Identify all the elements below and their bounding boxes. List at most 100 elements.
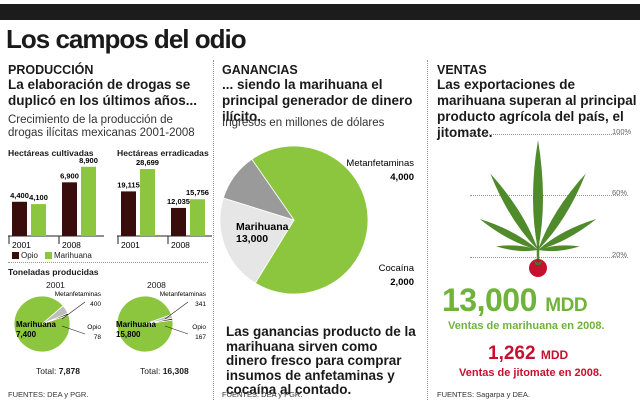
pie-2001-year: 2001 [46, 280, 65, 290]
bar-value-label: 28,699 [136, 158, 159, 167]
bar-value-label: 8,900 [79, 158, 98, 165]
ventas-lead: Las exportaciones de marihuana superan a… [437, 77, 637, 140]
opio-leader-line [61, 325, 86, 335]
cultivadas-chart-title: Hectáreas cultivadas [8, 148, 94, 158]
legend-label-opio: Opio [21, 251, 38, 260]
bar-opio-2008 [62, 182, 77, 236]
erradicadas-chart-title: Hectáreas erradicadas [117, 148, 209, 158]
leaflet [538, 245, 580, 252]
pie-2001-total: Total: 7,878 [36, 366, 80, 376]
pie-2001-meth-value: 400 [90, 301, 101, 308]
gan-coca-value: 2,000 [390, 277, 414, 288]
small-pies-area: Marihuana 7,400 Metanfetaminas 400 Opio … [13, 291, 207, 353]
scale-line-60 [470, 195, 628, 196]
leaflet [496, 245, 538, 252]
gan-meth-value: 4,000 [390, 172, 414, 183]
pie-2008-opio-name: Opio [192, 324, 206, 331]
ganancias-lead: ... siendo la marihuana el principal gen… [222, 77, 413, 124]
bar-value-label: 15,756 [186, 188, 209, 197]
pie-2008-marihuana-value: 15,800 [116, 330, 141, 339]
jitomate-sales-caption: Ventas de jitomate en 2008. [459, 367, 603, 379]
marihuana-leaf-illustration [479, 140, 597, 277]
scale-label-60: 60% [612, 188, 628, 197]
pie-2008-opio-value: 167 [195, 334, 206, 341]
pie-2001-opio-name: Opio [87, 324, 101, 331]
leaf-icon [479, 140, 597, 260]
produccion-source: FUENTES: DEA y PGR. [8, 390, 89, 399]
section-heading-ganancias: GANANCIAS [222, 63, 298, 77]
legend-label-marihuana: Marihuana [54, 251, 92, 260]
ganancias-source: FUENTES: DEA y PGR. [222, 390, 303, 399]
leaflet [538, 219, 597, 250]
leaflet [533, 140, 543, 250]
marihuana-sales-value: 13,000 [442, 282, 537, 318]
year-label: 2008 [62, 240, 81, 250]
section-heading-ventas: VENTAS [437, 63, 487, 77]
ganancias-pie [219, 145, 369, 295]
pie-2008-meth-value: 341 [195, 301, 206, 308]
pie-2008-meth-name: Metanfetaminas [160, 291, 207, 298]
page-title: Los campos del odio [6, 24, 247, 54]
bar-opio-2008 [171, 207, 186, 236]
scale-label-100: 100% [612, 127, 632, 136]
leaflet [490, 173, 538, 250]
legend-swatch-opio [12, 252, 19, 259]
marihuana-sales-caption: Ventas de marihuana en 2008. [448, 320, 605, 332]
bar-value-label: 6,900 [60, 171, 79, 180]
marihuana-sales-figure: 13,000 MDD [442, 282, 588, 319]
ganancias-subtitle: Ingresos en millones de dólares [222, 117, 385, 129]
opio-leader-line [164, 325, 189, 335]
pie-slice-marihuana [251, 145, 369, 295]
marihuana-sales-unit: MDD [545, 295, 588, 316]
gan-coca-name: Cocaína [379, 263, 415, 274]
tomato-icon [529, 259, 547, 277]
pie-2008-marihuana-name: Marihuana [116, 320, 157, 329]
legend-swatch-marihuana [45, 252, 52, 259]
pie-2001-meth-name: Metanfetaminas [55, 291, 102, 298]
meth-leader-line [61, 301, 86, 320]
pie-2001-marihuana-name: Marihuana [16, 320, 57, 329]
pie-2008-year: 2008 [147, 280, 166, 290]
bar-value-label: 12,035 [167, 197, 190, 206]
jitomate-sales-unit: MDD [540, 348, 569, 362]
pie-2001 [13, 295, 86, 353]
bar-marihuana-2001 [140, 169, 155, 236]
pie-slice-opio [144, 317, 174, 325]
jitomate-sales-figure: 1,262 MDD [488, 343, 568, 365]
leaflet [479, 219, 538, 250]
jitomate-sales-value: 1,262 [488, 343, 536, 364]
divider-right [427, 60, 428, 400]
bar-opio-2001 [121, 191, 136, 236]
scale-label-20: 20% [612, 250, 628, 259]
bar-marihuana-2008 [81, 166, 96, 236]
ganancias-footer: Las ganancias producto de la marihuana s… [226, 324, 416, 397]
meth-leader-line [164, 301, 189, 320]
bar-marihuana-2001 [31, 204, 46, 236]
scale-line-100 [470, 134, 628, 135]
pie-2001-total-value: 7,878 [58, 366, 80, 376]
year-label: 2001 [12, 240, 31, 250]
toneladas-title: Toneladas producidas [8, 267, 99, 277]
divider-left [213, 60, 214, 400]
bar-value-label: 4,400 [10, 191, 29, 200]
pie-2008-total-label: Total: [140, 366, 161, 376]
produccion-lead: La elaboración de drogas se duplicó en l… [8, 77, 198, 108]
year-label: 2008 [171, 240, 190, 250]
scale-line-20 [470, 257, 628, 258]
gan-marihuana-value: 13,000 [236, 233, 268, 245]
top-bar [0, 4, 640, 20]
pie-2008-total-value: 16,308 [162, 366, 189, 376]
pie-2008-total: Total: 16,308 [140, 366, 189, 376]
ganancias-pie-area: Marihuana 13,000 Metanfetaminas 4,000 Co… [219, 145, 415, 295]
year-label: 2001 [121, 240, 140, 250]
ventas-source: FUENTES: Sagarpa y DEA. [437, 390, 530, 399]
gan-marihuana-name: Marihuana [236, 221, 289, 233]
pie-slice-cocaína [222, 158, 295, 221]
bar-marihuana-2008 [190, 199, 205, 236]
pie-2001-marihuana-value: 7,400 [16, 330, 37, 339]
pie-slice-metanfetaminas [219, 197, 295, 284]
bar-opio-2001 [12, 201, 27, 236]
